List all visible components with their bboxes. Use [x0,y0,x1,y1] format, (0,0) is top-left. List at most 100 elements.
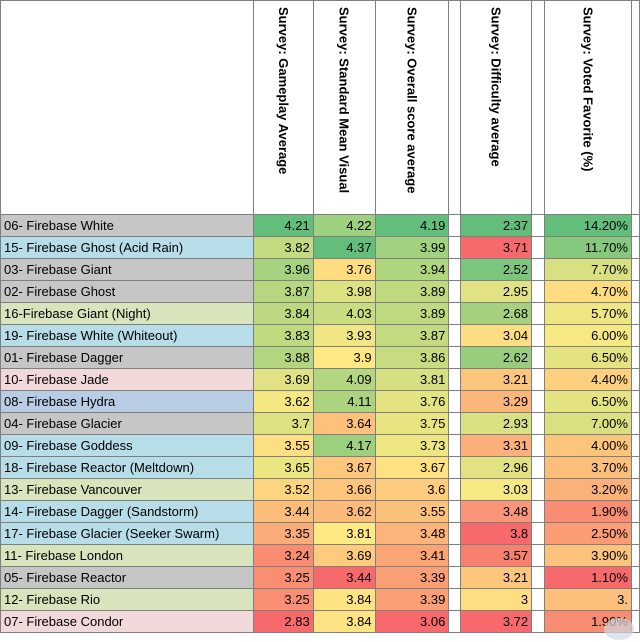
gap-cell[interactable] [448,522,462,545]
difficulty-cell[interactable]: 2.68 [460,302,533,325]
favorite-cell[interactable]: 4.00% [544,434,632,457]
gameplay-cell[interactable]: 3.7 [252,412,314,435]
row-name-cell[interactable]: 12- Firebase Rio [0,588,254,611]
visual-cell[interactable]: 3.64 [312,412,376,435]
gap-cell[interactable] [630,368,640,391]
gap-cell[interactable] [448,346,462,369]
gameplay-cell[interactable]: 3.25 [252,588,314,611]
gameplay-cell[interactable]: 3.69 [252,368,314,391]
header-visual[interactable]: Survey: Standard Mean Visual [312,0,376,215]
row-name-cell[interactable]: 18- Firebase Reactor (Meltdown) [0,456,254,479]
row-name-cell[interactable]: 02- Firebase Ghost [0,280,254,303]
gap-cell[interactable] [448,236,462,259]
gameplay-cell[interactable]: 3.25 [252,566,314,589]
gap-cell[interactable] [630,566,640,589]
visual-cell[interactable]: 3.81 [312,522,376,545]
header-overall[interactable]: Survey: Overall score average [374,0,450,215]
visual-cell[interactable]: 4.17 [312,434,376,457]
difficulty-cell[interactable]: 3.21 [460,368,533,391]
gap-cell[interactable] [630,258,640,281]
row-name-cell[interactable]: 17- Firebase Glacier (Seeker Swarm) [0,522,254,545]
difficulty-cell[interactable]: 3.31 [460,434,533,457]
gap-cell[interactable] [531,456,546,479]
favorite-cell[interactable]: 2.50% [544,522,632,545]
difficulty-cell[interactable]: 3.21 [460,566,533,589]
difficulty-cell[interactable]: 3.29 [460,390,533,413]
favorite-cell[interactable]: 3.90% [544,544,632,567]
favorite-cell[interactable]: 14.20% [544,214,632,237]
gameplay-cell[interactable]: 3.84 [252,302,314,325]
row-name-cell[interactable]: 11- Firebase London [0,544,254,567]
favorite-cell[interactable]: 6.50% [544,390,632,413]
visual-cell[interactable]: 4.09 [312,368,376,391]
header-gap-cell[interactable] [448,0,462,215]
gap-cell[interactable] [448,412,462,435]
visual-cell[interactable]: 3.84 [312,610,376,633]
row-name-cell[interactable]: 06- Firebase White [0,214,254,237]
gap-cell[interactable] [531,566,546,589]
gap-cell[interactable] [531,258,546,281]
overall-cell[interactable]: 3.99 [374,236,450,259]
header-corner-cell[interactable] [0,0,254,215]
gameplay-cell[interactable]: 4.21 [252,214,314,237]
visual-cell[interactable]: 4.11 [312,390,376,413]
row-name-cell[interactable]: 15- Firebase Ghost (Acid Rain) [0,236,254,259]
gap-cell[interactable] [448,214,462,237]
gameplay-cell[interactable]: 3.88 [252,346,314,369]
overall-cell[interactable]: 3.6 [374,478,450,501]
visual-cell[interactable]: 3.9 [312,346,376,369]
gameplay-cell[interactable]: 3.96 [252,258,314,281]
gap-cell[interactable] [531,346,546,369]
gap-cell[interactable] [531,588,546,611]
favorite-cell[interactable]: 6.50% [544,346,632,369]
gap-cell[interactable] [630,588,640,611]
gap-cell[interactable] [531,236,546,259]
row-name-cell[interactable]: 16-Firebase Giant (Night) [0,302,254,325]
difficulty-cell[interactable]: 3.71 [460,236,533,259]
visual-cell[interactable]: 4.37 [312,236,376,259]
gameplay-cell[interactable]: 3.62 [252,390,314,413]
difficulty-cell[interactable]: 2.62 [460,346,533,369]
gap-cell[interactable] [448,500,462,523]
overall-cell[interactable]: 3.94 [374,258,450,281]
favorite-cell[interactable]: 11.70% [544,236,632,259]
visual-cell[interactable]: 3.93 [312,324,376,347]
overall-cell[interactable]: 4.19 [374,214,450,237]
difficulty-cell[interactable]: 3 [460,588,533,611]
favorite-cell[interactable]: 1.90% [544,500,632,523]
gap-cell[interactable] [630,346,640,369]
gap-cell[interactable] [448,368,462,391]
favorite-cell[interactable]: 3.70% [544,456,632,479]
gap-cell[interactable] [448,544,462,567]
gap-cell[interactable] [531,412,546,435]
gap-cell[interactable] [448,258,462,281]
favorite-cell[interactable]: 7.70% [544,258,632,281]
gameplay-cell[interactable]: 3.55 [252,434,314,457]
gap-cell[interactable] [448,390,462,413]
overall-cell[interactable]: 3.89 [374,280,450,303]
favorite-cell[interactable]: 4.70% [544,280,632,303]
gameplay-cell[interactable]: 3.52 [252,478,314,501]
row-name-cell[interactable]: 13- Firebase Vancouver [0,478,254,501]
row-name-cell[interactable]: 10- Firebase Jade [0,368,254,391]
visual-cell[interactable]: 3.69 [312,544,376,567]
gameplay-cell[interactable]: 3.24 [252,544,314,567]
gap-cell[interactable] [448,324,462,347]
difficulty-cell[interactable]: 3.04 [460,324,533,347]
gap-cell[interactable] [531,368,546,391]
gap-cell[interactable] [630,500,640,523]
difficulty-cell[interactable]: 3.48 [460,500,533,523]
visual-cell[interactable]: 3.98 [312,280,376,303]
gameplay-cell[interactable]: 3.82 [252,236,314,259]
gap-cell[interactable] [448,478,462,501]
favorite-cell[interactable]: 4.40% [544,368,632,391]
gameplay-cell[interactable]: 3.65 [252,456,314,479]
difficulty-cell[interactable]: 3.03 [460,478,533,501]
visual-cell[interactable]: 3.62 [312,500,376,523]
gap-cell[interactable] [630,390,640,413]
gap-cell[interactable] [448,566,462,589]
difficulty-cell[interactable]: 3.57 [460,544,533,567]
gap-cell[interactable] [531,280,546,303]
favorite-cell[interactable]: 3. [544,588,632,611]
gap-cell[interactable] [531,390,546,413]
